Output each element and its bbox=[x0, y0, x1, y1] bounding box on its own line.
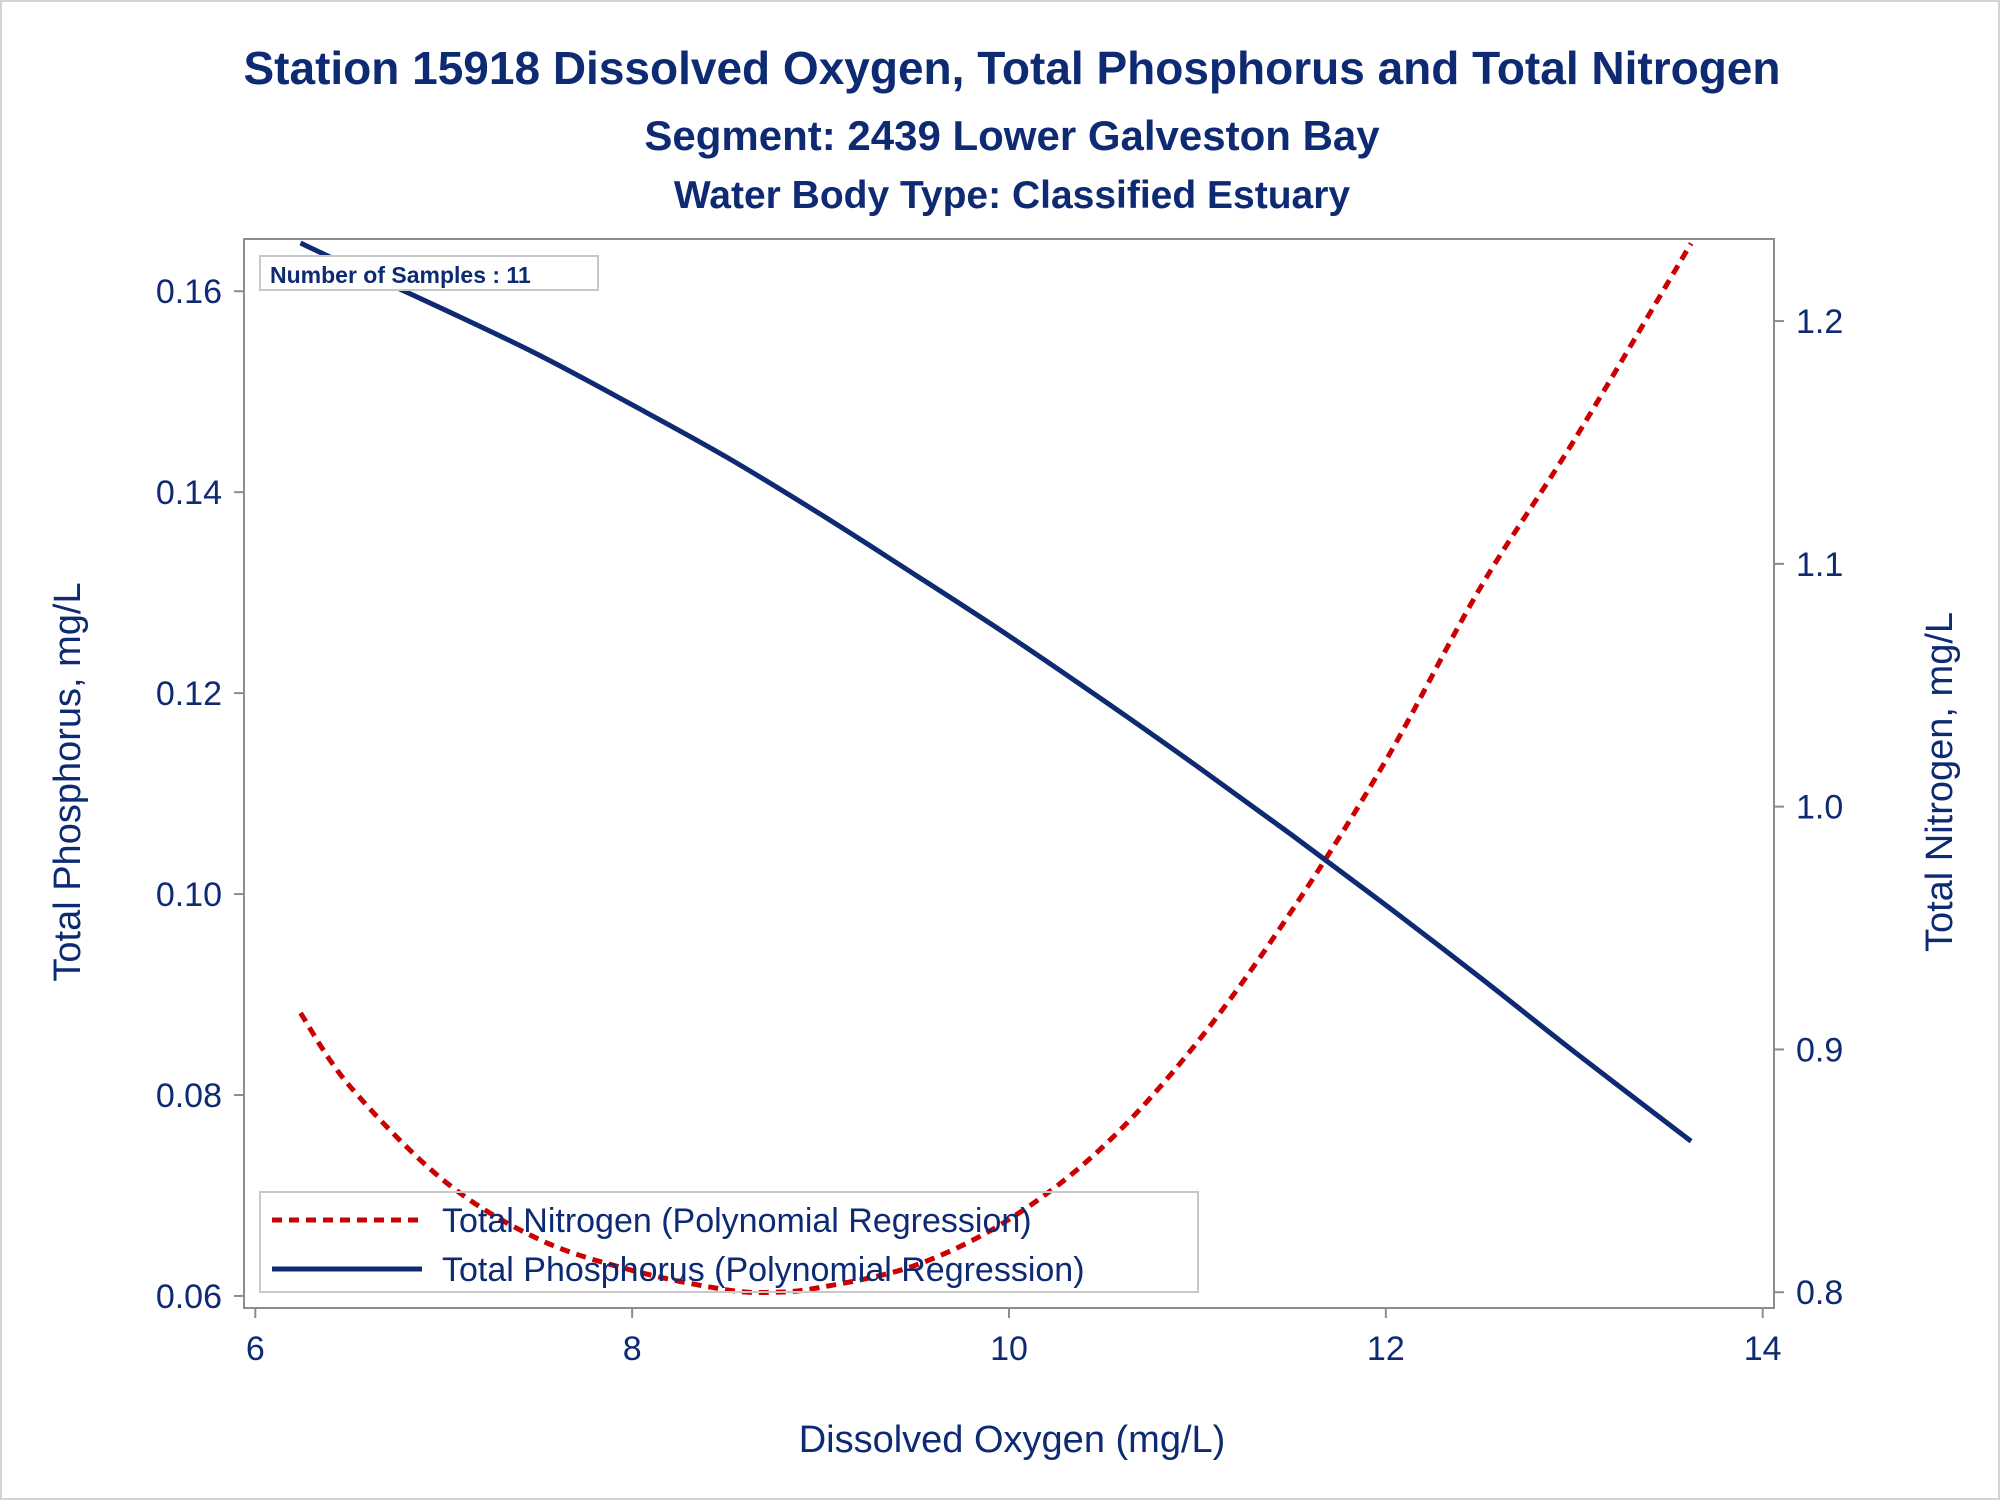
y-tick-label: 0.16 bbox=[156, 273, 222, 311]
x-tick-label: 14 bbox=[1744, 1330, 1782, 1368]
y2-axis-title: Total Nitrogen, mg/L bbox=[1919, 612, 1961, 952]
y2-tick-label: 1.1 bbox=[1796, 546, 1843, 584]
y-tick-label: 0.12 bbox=[156, 675, 222, 713]
y-tick-label: 0.08 bbox=[156, 1077, 222, 1115]
y2-tick-label: 0.9 bbox=[1796, 1031, 1843, 1069]
y2-tick-label: 1.0 bbox=[1796, 789, 1843, 827]
x-axis-title: Dissolved Oxygen (mg/L) bbox=[799, 1419, 1226, 1461]
x-tick-label: 8 bbox=[623, 1330, 642, 1368]
plot-area bbox=[243, 238, 1775, 1309]
legend: Total Nitrogen (Polynomial Regression) T… bbox=[259, 1191, 1199, 1293]
y-tick-label: 0.14 bbox=[156, 474, 222, 512]
y-axis-title: Total Phosphorus, mg/L bbox=[47, 582, 89, 981]
y2-tick-label: 1.2 bbox=[1796, 303, 1843, 341]
nitrogen-regression-line bbox=[298, 242, 1694, 1296]
y2-tick-label: 0.8 bbox=[1796, 1274, 1843, 1312]
data-curves bbox=[298, 240, 1694, 1296]
legend-label-phosphorus: Total Phosphorus (Polynomial Regression) bbox=[442, 1251, 1085, 1289]
sample-count-text: Number of Samples : 11 bbox=[270, 262, 531, 288]
x-tick-label: 6 bbox=[246, 1330, 265, 1368]
chart-title: Station 15918 Dissolved Oxygen, Total Ph… bbox=[243, 42, 1780, 94]
x-tick-label: 10 bbox=[990, 1330, 1028, 1368]
x-tick-label: 12 bbox=[1367, 1330, 1405, 1368]
legend-box bbox=[259, 1191, 1199, 1293]
y-tick-label: 0.10 bbox=[156, 876, 222, 914]
legend-label-nitrogen: Total Nitrogen (Polynomial Regression) bbox=[442, 1202, 1032, 1240]
axes: 6 8 10 12 14 0.06 0.08 0.10 0.12 0.14 0.16 0.8 0.9 1.… bbox=[156, 273, 1843, 1368]
chart-subtitle: Segment: 2439 Lower Galveston Bay bbox=[644, 112, 1380, 159]
sample-count-box: Number of Samples : 11 bbox=[259, 255, 599, 291]
chart-subtitle-2: Water Body Type: Classified Estuary bbox=[674, 174, 1350, 217]
phosphorus-regression-line bbox=[299, 240, 1693, 1144]
y-tick-label: 0.06 bbox=[156, 1278, 222, 1316]
